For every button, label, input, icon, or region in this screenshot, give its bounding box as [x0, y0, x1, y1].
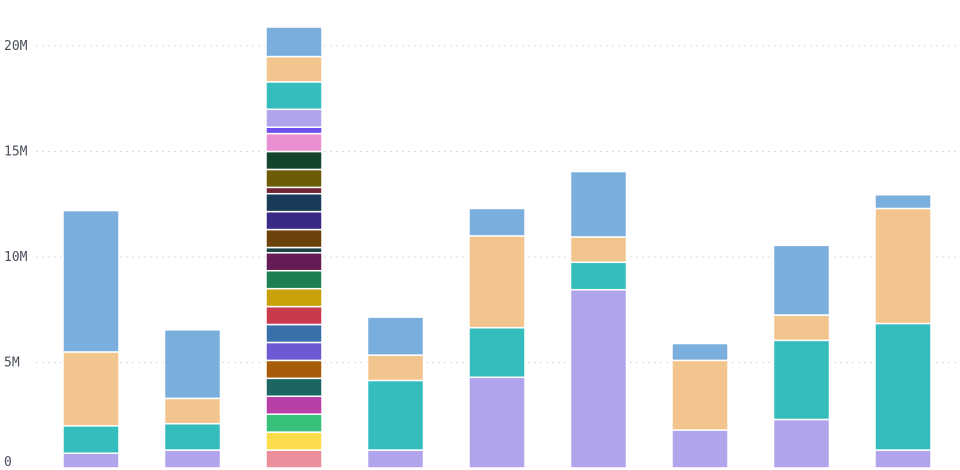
bar-segment[interactable]	[265, 323, 323, 344]
bar-segment[interactable]	[265, 168, 323, 189]
bar-stack[interactable]	[569, 170, 628, 469]
bar-segment[interactable]	[62, 351, 120, 427]
bar-stack[interactable]	[468, 207, 526, 469]
bar-segment[interactable]	[265, 228, 323, 249]
bar-stack[interactable]	[366, 316, 425, 469]
y-axis-tick-labels: 0 5M 10M 15M 20M	[4, 39, 28, 470]
y-tick-label: 5M	[4, 356, 20, 371]
bar-segment[interactable]	[772, 418, 831, 469]
bar-segment[interactable]	[874, 207, 932, 325]
bar-segment[interactable]	[468, 376, 526, 469]
bar-segment[interactable]	[62, 425, 120, 454]
bar-segment[interactable]	[265, 186, 323, 195]
bar-segment[interactable]	[265, 108, 323, 128]
bar-segment[interactable]	[265, 449, 323, 469]
bar-stack[interactable]	[163, 329, 222, 469]
bar-segment[interactable]	[772, 339, 831, 421]
bar-stack[interactable]	[874, 194, 932, 469]
bar-segment[interactable]	[468, 326, 526, 379]
bar-segment[interactable]	[569, 261, 628, 291]
y-tick-label: 0	[4, 455, 12, 470]
bar-segment[interactable]	[265, 26, 323, 58]
bar-segment[interactable]	[468, 207, 526, 237]
bar-segment[interactable]	[366, 379, 425, 451]
bar-segment[interactable]	[265, 413, 323, 433]
bar-segment[interactable]	[265, 150, 323, 171]
bar-segment[interactable]	[569, 236, 628, 264]
bar-segment[interactable]	[569, 170, 628, 238]
bar-segment[interactable]	[366, 449, 425, 469]
bar-segment[interactable]	[265, 359, 323, 380]
bars	[62, 26, 932, 469]
bar-segment[interactable]	[468, 235, 526, 329]
bar-segment[interactable]	[874, 322, 932, 451]
bar-segment[interactable]	[874, 194, 932, 210]
bar-segment[interactable]	[366, 354, 425, 382]
bar-segment[interactable]	[62, 452, 120, 469]
bar-segment[interactable]	[265, 287, 323, 308]
y-tick-label: 10M	[4, 250, 28, 265]
bar-segment[interactable]	[163, 397, 222, 425]
y-tick-label: 20M	[4, 39, 28, 54]
y-tick-label: 15M	[4, 145, 28, 160]
bar-segment[interactable]	[265, 126, 323, 135]
bar-segment[interactable]	[265, 192, 323, 213]
bar-segment[interactable]	[265, 305, 323, 326]
bar-stack[interactable]	[265, 26, 323, 469]
bar-segment[interactable]	[163, 422, 222, 451]
bar-segment[interactable]	[265, 210, 323, 231]
bar-segment[interactable]	[265, 377, 323, 398]
bar-segment[interactable]	[62, 209, 120, 353]
bar-segment[interactable]	[772, 314, 831, 342]
bar-segment[interactable]	[265, 132, 323, 153]
bar-segment[interactable]	[265, 55, 323, 83]
bar-segment[interactable]	[874, 449, 932, 469]
bar-segment[interactable]	[671, 429, 729, 469]
bar-segment[interactable]	[265, 81, 323, 111]
bar-segment[interactable]	[265, 341, 323, 362]
bar-segment[interactable]	[265, 395, 323, 415]
bar-segment[interactable]	[163, 329, 222, 400]
bar-stack[interactable]	[62, 209, 120, 469]
bar-segment[interactable]	[671, 359, 729, 431]
bar-segment[interactable]	[265, 431, 323, 451]
bar-segment[interactable]	[569, 288, 628, 469]
bar-segment[interactable]	[265, 252, 323, 272]
bar-stack[interactable]	[772, 244, 831, 469]
bar-segment[interactable]	[265, 246, 323, 254]
bar-stack[interactable]	[671, 342, 729, 469]
bar-segment[interactable]	[366, 316, 425, 356]
bar-segment[interactable]	[265, 269, 323, 290]
bar-segment[interactable]	[671, 342, 729, 362]
bar-segment[interactable]	[772, 244, 831, 316]
bar-segment[interactable]	[163, 449, 222, 469]
